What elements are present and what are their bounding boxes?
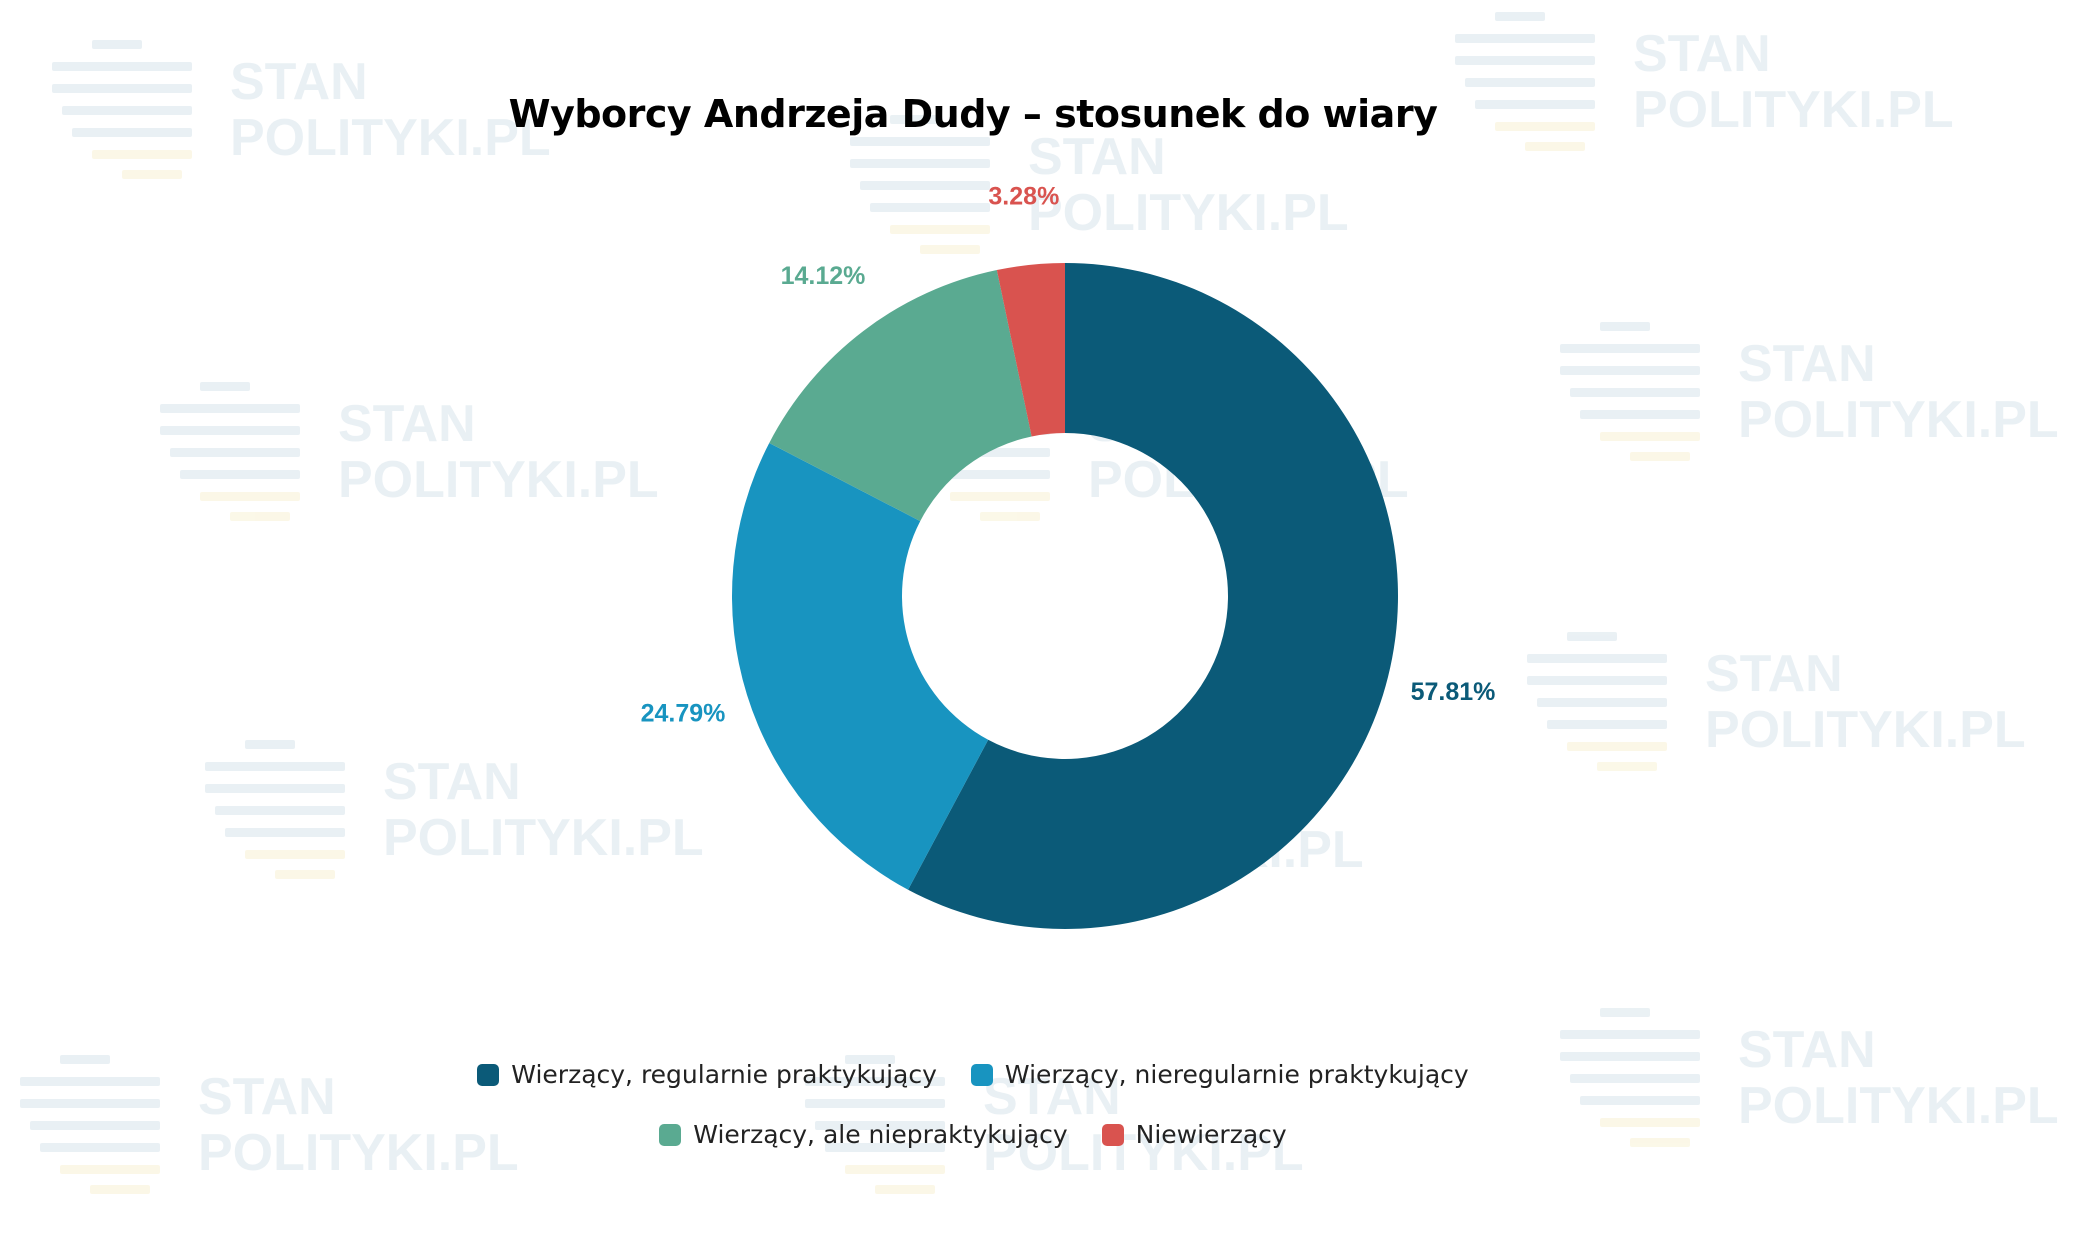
- chart-slices: [731, 263, 1399, 929]
- legend-swatch: [970, 1063, 993, 1086]
- legend-item[interactable]: Wierzący, regularnie praktykujący: [477, 1060, 937, 1089]
- donut-slice-0[interactable]: [908, 263, 1399, 929]
- donut-slice-3[interactable]: [996, 263, 1065, 437]
- legend-label: Wierzący, ale niepraktykujący: [693, 1120, 1068, 1149]
- legend-row: Wierzący, ale niepraktykujący Niewierzący: [0, 1120, 1946, 1149]
- slice-value-label: 57.81%: [1411, 678, 1496, 706]
- legend-swatch: [659, 1123, 682, 1146]
- donut-slice-2[interactable]: [769, 270, 1032, 522]
- donut-slice-1[interactable]: [731, 442, 989, 890]
- legend-swatch: [1101, 1123, 1124, 1146]
- legend-item[interactable]: Wierzący, nieregularnie praktykujący: [970, 1060, 1469, 1089]
- legend-label: Wierzący, nieregularnie praktykujący: [1004, 1060, 1469, 1089]
- chart-data-labels: 57.81% 24.79% 14.12% 3.28%: [641, 183, 1496, 728]
- legend-swatch: [477, 1063, 500, 1086]
- legend-label: Wierzący, regularnie praktykujący: [511, 1060, 937, 1089]
- chart-title: Wyborcy Andrzeja Dudy – stosunek do wiar…: [508, 92, 1438, 136]
- legend-row: Wierzący, regularnie praktykujący Wierząc…: [0, 1060, 1946, 1089]
- slice-value-label: 14.12%: [781, 262, 866, 290]
- slice-value-label: 3.28%: [988, 183, 1059, 211]
- legend-label: Niewierzący: [1135, 1120, 1287, 1149]
- slice-value-label: 24.79%: [641, 699, 726, 727]
- legend-item[interactable]: Niewierzący: [1101, 1120, 1287, 1149]
- legend-item[interactable]: Wierzący, ale niepraktykujący: [659, 1120, 1068, 1149]
